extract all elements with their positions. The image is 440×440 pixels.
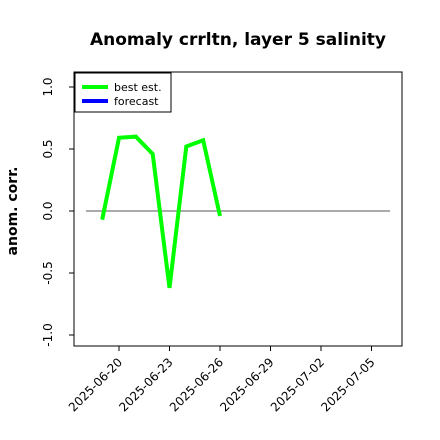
x-tick-label: 2025-07-05 [318, 355, 377, 414]
y-tick-label: 0.5 [41, 139, 55, 158]
y-axis-label: anom. corr. [5, 167, 21, 256]
plot-area: -1.0-0.50.00.51.02025-06-202025-06-23202… [41, 71, 403, 414]
legend-box [74, 72, 172, 113]
y-tick-label: -0.5 [41, 261, 55, 284]
series-line-best-est [100, 134, 222, 289]
y-tick-label: 0.0 [41, 201, 55, 220]
plot-frame [73, 71, 403, 347]
y-tick-label: 1.0 [41, 77, 55, 96]
legend-label: best est. [114, 81, 162, 94]
y-tick-label: -1.0 [41, 323, 55, 346]
legend-label: forecast [114, 95, 159, 108]
chart-title: Anomaly crrltn, layer 5 salinity [90, 30, 386, 50]
